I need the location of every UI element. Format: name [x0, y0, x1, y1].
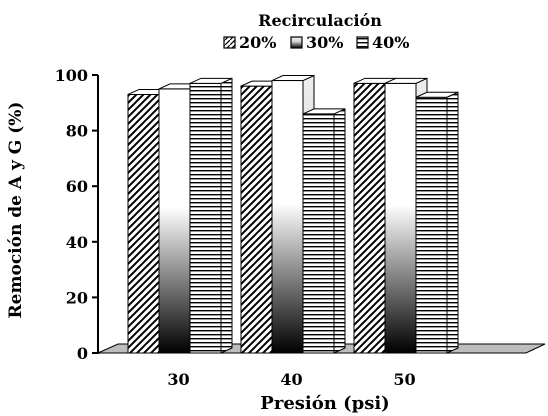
chart-legend: 20% 30% 40% — [223, 33, 409, 52]
x-axis: 30 40 50 — [167, 370, 415, 389]
y-tick-label: 20 — [66, 288, 88, 307]
bar-front — [127, 93, 160, 354]
legend-label: 20% — [239, 33, 276, 52]
bar-front — [271, 80, 304, 354]
y-axis: 0 20 40 60 80 100 — [55, 66, 99, 363]
bar-top — [384, 77, 428, 84]
bar-top — [302, 108, 346, 115]
bar-top — [415, 91, 459, 98]
bar-front — [302, 113, 335, 354]
bar-front — [240, 85, 273, 354]
legend-label: 40% — [372, 33, 409, 52]
legend-item: 40% — [356, 33, 409, 52]
legend-item: 20% — [223, 33, 276, 52]
y-tick-label: 0 — [77, 344, 88, 363]
bar — [189, 77, 233, 354]
legend-swatch — [290, 36, 303, 49]
y-tick-label: 40 — [66, 233, 88, 252]
x-tick-label: 30 — [167, 370, 189, 389]
bar-front — [189, 82, 222, 354]
y-tick-label: 80 — [66, 122, 88, 141]
y-tick-label: 100 — [55, 66, 88, 85]
bar-side — [333, 108, 346, 354]
legend-label: 30% — [306, 33, 343, 52]
bars-layer — [127, 74, 459, 354]
x-axis-title: Presión (psi) — [260, 393, 389, 414]
bar-side — [220, 77, 233, 354]
legend-swatch — [223, 36, 236, 49]
y-tick-label: 60 — [66, 177, 88, 196]
legend-item: 30% — [290, 33, 343, 52]
chart-title: Recirculación — [258, 11, 382, 30]
bar-front — [384, 82, 417, 354]
y-axis-title: Remoción de A y G (%) — [6, 102, 26, 319]
bar — [302, 108, 346, 354]
bar-front — [353, 82, 386, 354]
x-tick-label: 40 — [280, 370, 302, 389]
bar-front — [415, 96, 448, 354]
bar-front — [158, 88, 191, 354]
bar-top — [189, 77, 233, 84]
x-tick-label: 50 — [393, 370, 415, 389]
bar — [415, 91, 459, 354]
legend-swatch — [356, 36, 369, 49]
bar-top — [271, 75, 315, 82]
bar-side — [446, 91, 459, 354]
